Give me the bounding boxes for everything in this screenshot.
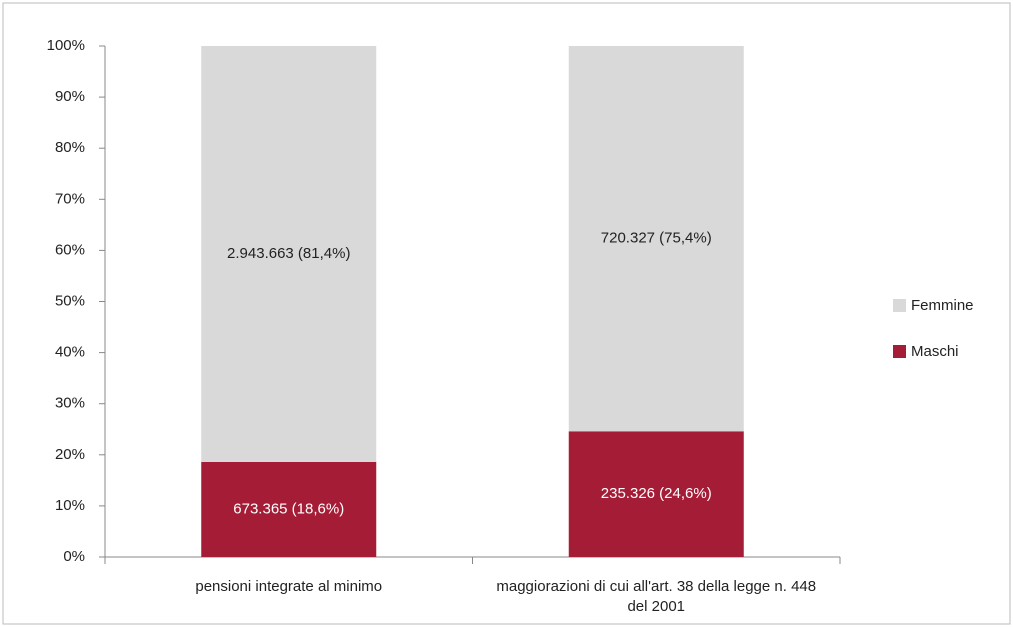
y-tick-label: 30%	[55, 395, 85, 412]
y-tick-label: 50%	[55, 292, 85, 309]
y-tick-label: 40%	[55, 344, 85, 361]
bar-segment	[201, 46, 377, 462]
legend-swatch	[893, 299, 906, 312]
bar-segment	[201, 461, 377, 557]
legend-swatch	[893, 345, 906, 358]
legend-label: Femmine	[911, 297, 974, 314]
y-tick-label: 90%	[55, 88, 85, 105]
bar-segment	[568, 431, 744, 557]
x-tick-label: maggiorazioni di cui all'art. 38 della l…	[496, 578, 817, 615]
y-tick-label: 60%	[55, 241, 85, 258]
y-tick-label: 10%	[55, 497, 85, 514]
value-label: 673.365 (18,6%)	[233, 500, 344, 517]
y-tick-label: 70%	[55, 190, 85, 207]
y-tick-label: 100%	[47, 37, 85, 54]
value-label: 2.943.663 (81,4%)	[227, 245, 350, 262]
y-tick-label: 80%	[55, 139, 85, 156]
x-tick-label: pensioni integrate al minimo	[195, 578, 383, 595]
y-tick-label: 20%	[55, 446, 85, 463]
y-tick-label: 0%	[63, 548, 85, 565]
value-label: 235.326 (24,6%)	[601, 485, 712, 502]
legend-label: Maschi	[911, 343, 959, 360]
value-label: 720.327 (75,4%)	[601, 230, 712, 247]
bar-segment	[568, 46, 744, 432]
